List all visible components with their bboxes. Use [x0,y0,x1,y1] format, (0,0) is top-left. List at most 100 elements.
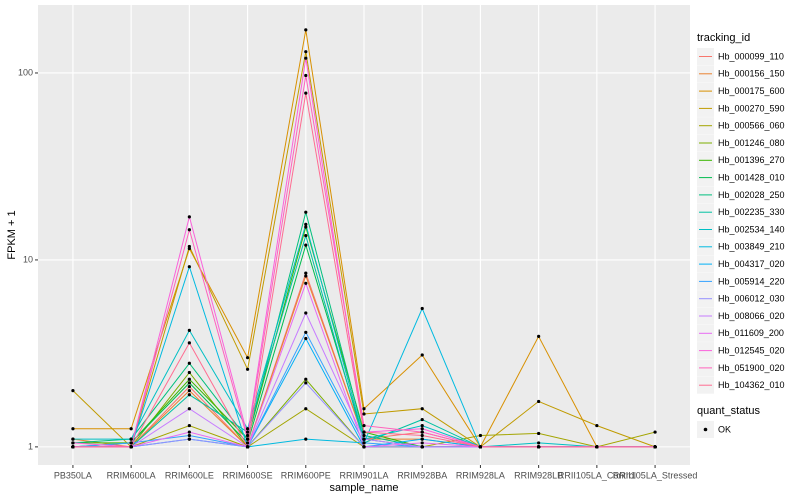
legend-label: Hb_011609_200 [718,328,784,338]
data-point [304,281,308,285]
data-point [362,441,366,445]
data-point [304,91,308,95]
legend-label: Hb_006012_030 [718,294,785,304]
data-point [245,367,250,371]
y-tick-label: 100 [18,67,33,77]
legend-label: Hb_000156_150 [718,69,785,79]
data-point [362,433,366,438]
data-point [304,233,308,238]
data-point [304,243,308,247]
x-tick-label: PB350LA [54,470,92,480]
x-tick-label: RRIM600SE [223,470,273,480]
data-point [304,50,308,54]
data-point [420,445,424,449]
data-point [304,377,308,381]
data-point [304,73,308,78]
legend-label: Hb_002028_250 [718,190,785,200]
data-point [420,441,424,445]
y-tick-label: 10 [23,254,33,264]
x-tick-label: RRIM928BA [397,470,447,480]
legend-label: Hb_002235_330 [718,207,785,217]
data-point [187,328,191,332]
y-tick-label: 1 [28,441,33,451]
legend-title: tracking_id [697,32,750,44]
data-point [245,430,250,434]
data-point [653,445,657,449]
data-point [187,385,191,389]
data-point [187,228,191,232]
data-point [595,423,599,428]
data-point [245,433,250,438]
legend-label: Hb_000099_110 [718,51,784,61]
data-point [304,330,308,334]
data-point [304,56,308,60]
data-point [537,445,541,449]
data-point [71,437,75,441]
data-point [362,437,366,441]
data-point [187,265,191,269]
data-point [537,334,541,338]
data-point [420,437,424,441]
data-point [187,377,191,381]
data-point [420,407,424,411]
legend-label: Hb_002534_140 [718,224,785,234]
data-point [304,225,308,229]
data-point [245,441,250,445]
data-point [245,356,250,360]
data-point [420,430,424,434]
data-point [187,370,191,375]
data-point [187,393,191,397]
data-point [420,423,424,428]
data-point [478,433,483,438]
legend-label: Hb_004317_020 [718,259,785,269]
data-point [187,381,191,385]
data-point [245,445,250,449]
data-point [71,389,75,393]
data-point [304,407,308,411]
data-point [187,244,191,249]
data-point [304,437,308,441]
x-axis-title: sample_name [329,482,398,494]
data-point [245,427,250,431]
x-tick-label: RRIM928LB [514,470,563,480]
data-point [304,210,308,214]
data-point [187,433,191,438]
data-point [304,336,308,341]
legend-label: Hb_001428_010 [718,172,785,182]
data-point [71,445,75,449]
data-point [187,389,191,393]
legend-label: Hb_104362_010 [718,380,785,390]
data-point [420,427,424,431]
x-tick-label: RRIM600PE [281,470,331,480]
data-point [71,441,75,445]
data-point [362,423,366,428]
legend-label: Hb_051900_020 [718,363,785,373]
x-tick-label: RRIM600LE [165,470,214,480]
x-tick-label: RRIM600LA [107,470,156,480]
data-point [129,427,133,431]
data-point [304,271,308,275]
data-point [187,407,191,411]
data-point [420,433,424,438]
data-point [129,445,133,449]
data-point [304,381,308,385]
data-point [187,430,191,434]
data-point [304,28,308,32]
data-point [245,437,250,441]
data-point [362,412,366,416]
x-tick-label: RRII105LA_Control [558,470,636,480]
legend-label: Hb_000566_060 [718,121,785,131]
data-point [304,274,308,278]
data-point [362,430,366,434]
data-point [129,441,133,445]
legend-label: Hb_005914_220 [718,276,785,286]
data-point [187,437,191,441]
data-point [537,399,541,404]
data-point [304,222,308,226]
legend-label: Hb_003849_210 [718,242,785,252]
data-point [595,445,599,449]
legend-title: quant_status [697,405,760,417]
data-point [187,361,191,365]
